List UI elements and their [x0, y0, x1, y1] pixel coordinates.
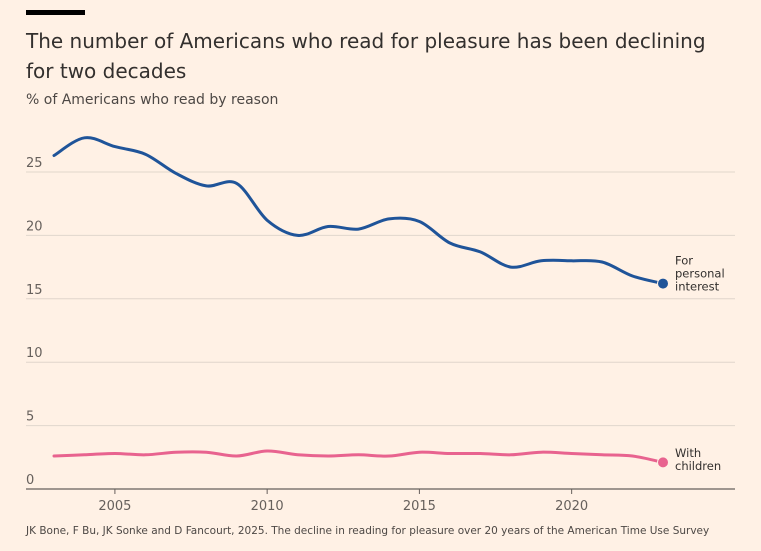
y-tick-label: 5	[26, 410, 34, 425]
y-axis-labels: 0 5 10 15 20 25	[26, 156, 43, 488]
brand-bar	[26, 10, 85, 15]
x-tick-label: 2015	[403, 499, 436, 514]
grid-lines	[26, 171, 735, 490]
y-tick-label: 0	[26, 473, 34, 488]
y-tick-label: 15	[26, 283, 43, 298]
source-note: JK Bone, F Bu, JK Sonke and D Fancourt, …	[26, 525, 710, 537]
chart-title: The number of Americans who read for ple…	[26, 29, 706, 83]
series-line-with-children	[52, 449, 665, 464]
y-tick-label: 10	[26, 346, 43, 361]
series-line-for-personal-interest	[52, 136, 665, 286]
x-tick-label: 2005	[98, 499, 131, 514]
x-tick-label: 2020	[555, 499, 588, 514]
series-label-with-children: With	[675, 446, 701, 460]
chart-subtitle: % of Americans who read by reason	[26, 92, 279, 108]
y-tick-label: 20	[26, 219, 43, 234]
end-point-with-children	[657, 456, 669, 469]
y-tick-label: 25	[26, 156, 43, 171]
series-label-for-personal-interest: interest	[675, 280, 720, 294]
series-lines	[52, 136, 669, 469]
x-tick-label: 2010	[251, 499, 284, 514]
line-chart: 0 5 10 15 20 25 2005 2010 2015 2020 Forpersonali…	[26, 136, 735, 514]
series-label-for-personal-interest: For	[675, 254, 693, 268]
series-label-with-children: children	[675, 459, 721, 473]
end-point-for-personal-interest	[657, 277, 669, 290]
series-label-for-personal-interest: personal	[675, 267, 725, 281]
x-axis: 2005 2010 2015 2020	[98, 489, 588, 514]
